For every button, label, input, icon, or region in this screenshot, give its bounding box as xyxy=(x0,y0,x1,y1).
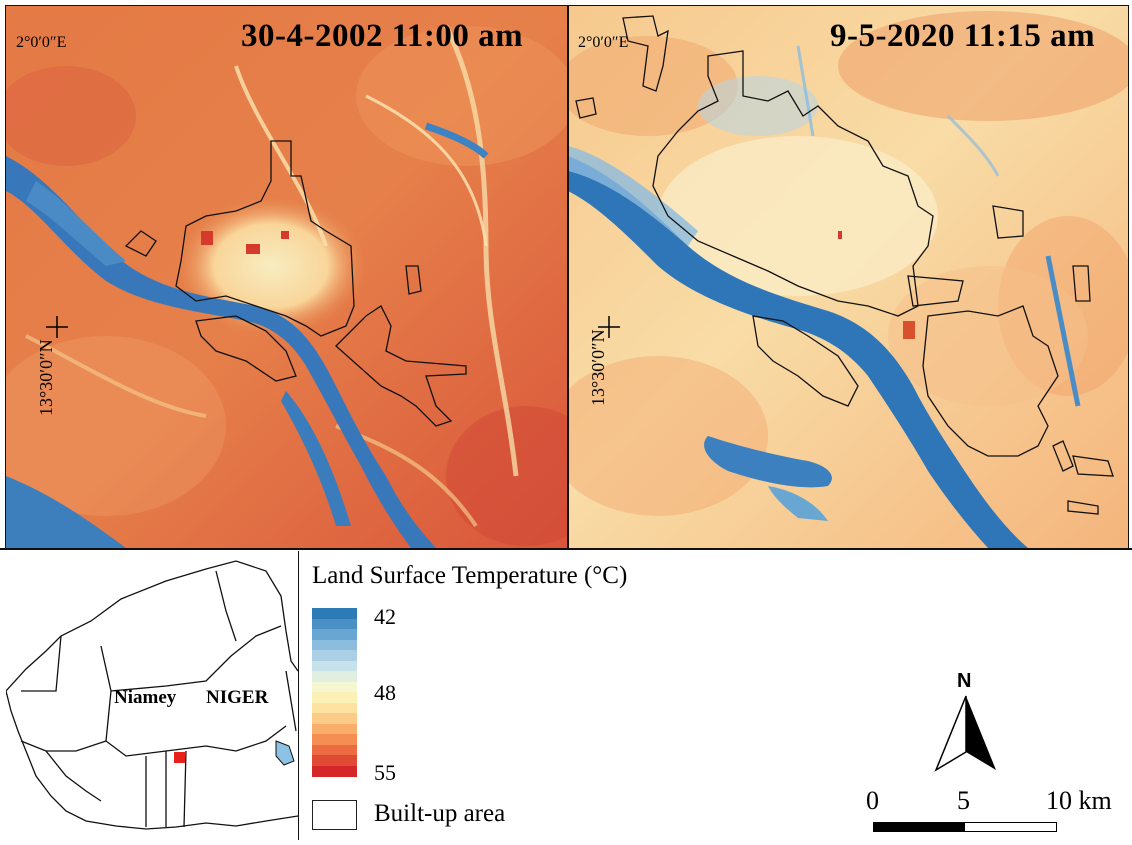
lst-colorbar xyxy=(312,608,357,777)
latitude-label: 13°30′0″N xyxy=(36,339,56,416)
country-outlines xyxy=(6,560,298,830)
builtup-label: Built-up area xyxy=(374,800,506,827)
scale-label-10: 10 km xyxy=(1046,786,1112,815)
niger-label: NIGER xyxy=(206,687,269,708)
colorbar-step xyxy=(312,702,357,714)
niamey-label: Niamey xyxy=(114,687,177,708)
longitude-label: 2°0′0″E xyxy=(16,34,67,51)
latitude-label: 13°30′0″N xyxy=(588,329,608,406)
north-arrow-icon xyxy=(934,695,996,772)
lst-map-2020: 2°0′0″E 13°30′0″N 9-5-2020 11:15 am xyxy=(568,6,1128,548)
lst-raster-2020 xyxy=(568,6,1128,548)
colorbar-step xyxy=(312,765,357,777)
legend-title: Land Surface Temperature (°C) xyxy=(312,562,628,589)
colorbar-step xyxy=(312,744,357,756)
builtup-swatch xyxy=(312,800,357,830)
colorbar-step xyxy=(312,723,357,735)
panel-divider xyxy=(567,6,569,548)
longitude-label: 2°0′0″E xyxy=(578,34,629,51)
date-title: 9-5-2020 11:15 am xyxy=(830,18,1096,54)
colorbar-step xyxy=(312,629,357,640)
colorbar-step xyxy=(312,650,357,661)
colorbar-step xyxy=(312,734,357,745)
study-area-marker xyxy=(174,752,185,763)
colorbar-step xyxy=(312,618,357,630)
bottom-divider xyxy=(0,548,1132,550)
colorbar-step xyxy=(312,681,357,693)
lst-raster-2002 xyxy=(6,6,568,548)
colorbar-step xyxy=(312,713,357,724)
colorbar-step xyxy=(312,755,357,766)
colorbar-step xyxy=(312,660,357,672)
west-africa-inset-map: Niamey NIGER xyxy=(6,551,299,840)
legend-mid-label: 48 xyxy=(374,680,396,705)
north-label: N xyxy=(957,670,972,692)
scale-label-0: 0 xyxy=(866,786,879,815)
lst-map-2002: 2°0′0″E 13°30′0″N 30-4-2002 11:00 am xyxy=(6,6,568,548)
colorbar-step xyxy=(312,671,357,682)
legend-min-label: 42 xyxy=(374,604,396,629)
colorbar-step xyxy=(312,639,357,651)
scale-bar xyxy=(873,822,1057,832)
legend-max-label: 55 xyxy=(374,760,396,785)
scale-label-5: 5 xyxy=(957,786,970,815)
colorbar-step xyxy=(312,608,357,619)
colorbar-step xyxy=(312,692,357,703)
date-title: 30-4-2002 11:00 am xyxy=(241,18,524,54)
